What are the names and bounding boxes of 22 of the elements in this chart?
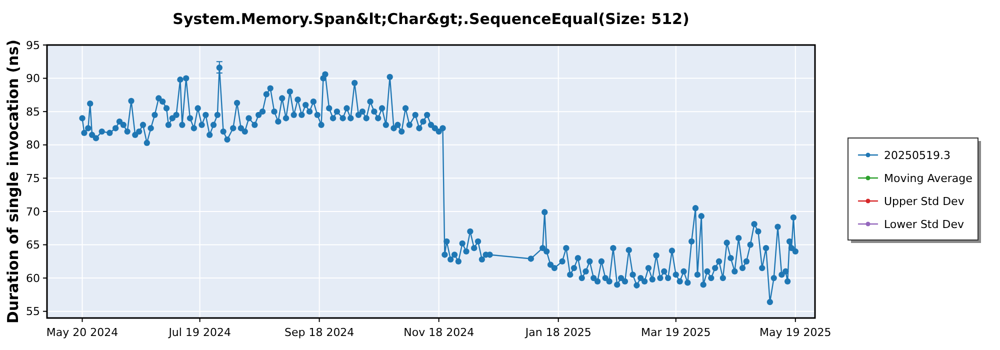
legend-label: Lower Std Dev (884, 218, 964, 231)
y-tick-label: 55 (26, 305, 40, 318)
legend-label: Upper Std Dev (884, 194, 965, 208)
x-tick-label: Sep 18 2024 (284, 326, 354, 339)
y-tick-label: 65 (26, 238, 40, 252)
legend-label: Moving Average (884, 172, 973, 185)
x-tick-label: Mar 19 2025 (641, 326, 711, 339)
y-axis-title: Duration of single invocation (ns) (4, 40, 22, 324)
y-tick-label: 90 (26, 72, 40, 86)
x-tick-label: Jul 19 2024 (168, 326, 231, 339)
x-tick-label: Nov 18 2024 (404, 326, 474, 339)
x-tick-label: May 20 2024 (46, 326, 118, 339)
y-tick-label: 95 (26, 38, 40, 52)
x-tick-label: Jan 18 2025 (524, 326, 592, 339)
x-tick-label: May 19 2025 (760, 326, 832, 339)
y-tick-label: 80 (26, 138, 40, 152)
legend-label: 20250519.3 (884, 148, 950, 162)
y-tick-label: 60 (26, 272, 40, 285)
chart-title: System.Memory.Span&lt;Char&gt;.SequenceEqual(Size: 512) (172, 10, 690, 28)
y-tick-label: 70 (26, 205, 40, 218)
y-tick-label: 85 (26, 105, 40, 118)
y-tick-label: 75 (26, 172, 40, 186)
